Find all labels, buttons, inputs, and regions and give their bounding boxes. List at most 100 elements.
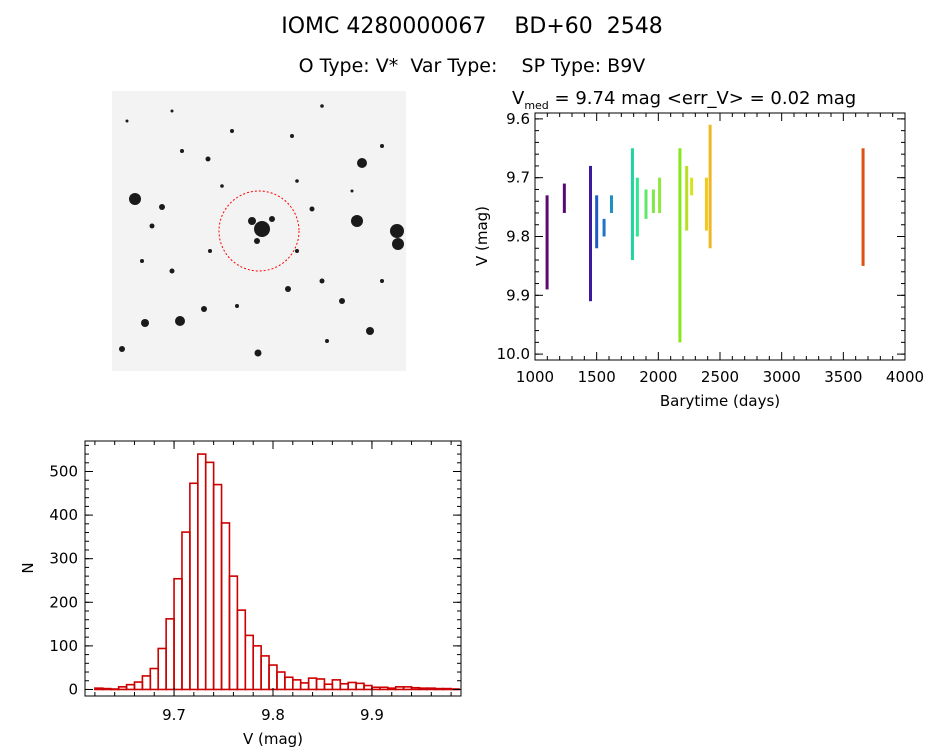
- star-type-subtitle: O Type: V* Var Type: SP Type: B9V: [298, 55, 646, 77]
- histogram-xtick-label-2: 9.9: [360, 706, 384, 724]
- histogram-bar-41: [418, 687, 429, 691]
- histogram-bar-0: [94, 687, 104, 691]
- histogram-bar-33: [355, 682, 365, 691]
- lightcurve-point-group-10: [658, 177, 662, 213]
- histogram-ytick-label-3: 300: [49, 550, 78, 568]
- lightcurve-point-group-4: [602, 218, 606, 237]
- histogram-bar-29: [323, 683, 334, 691]
- lightcurve-point-group-9: [651, 189, 655, 213]
- lightcurve-point-group-7: [635, 177, 639, 237]
- lightcurve-point-group-14: [704, 177, 708, 231]
- histogram-bar-16: [220, 522, 231, 691]
- histogram-bar-37: [386, 687, 397, 691]
- histogram-ytick-label-1: 100: [49, 637, 78, 655]
- histogram-bar-14: [204, 461, 215, 691]
- histogram-ytick-label-2: 200: [49, 593, 78, 611]
- histogram-bar-28: [315, 678, 326, 691]
- histogram-bar-11: [181, 531, 191, 691]
- histogram-bar-10: [173, 577, 183, 691]
- histogram-xtick-label-0: 9.7: [162, 706, 186, 724]
- lightcurve-xtick-label-0: 1000: [516, 368, 554, 386]
- histogram-bar-39: [402, 686, 413, 691]
- histogram-bar-1: [102, 687, 112, 691]
- lightcurve-point-group-3: [595, 195, 599, 249]
- histogram-bar-44: [442, 687, 452, 691]
- histogram-bar-43: [434, 687, 444, 691]
- histogram-bar-34: [363, 684, 373, 691]
- histogram-bar-13: [197, 453, 207, 691]
- histogram-bar-40: [410, 686, 421, 691]
- histogram-bar-19: [244, 634, 255, 691]
- histogram-bar-2: [109, 688, 120, 691]
- histogram-ytick-label-5: 500: [49, 463, 78, 481]
- histogram-plot-frame: [84, 440, 462, 697]
- histogram-bar-32: [347, 681, 357, 691]
- histogram-bar-12: [189, 482, 199, 691]
- star-identifier-title: IOMC 4280000067 BD+60 2548: [281, 14, 663, 39]
- histogram-bar-31: [339, 682, 349, 691]
- lightcurve-point-group-11: [678, 148, 682, 343]
- histogram-bar-9: [165, 618, 175, 691]
- histogram-ylabel: N: [19, 562, 37, 573]
- histogram-bar-17: [228, 575, 239, 691]
- light-curve-chart: Vmed = 9.74 mag <err_V> = 0.02 mag 1000 1…: [473, 88, 925, 410]
- lightcurve-title: Vmed = 9.74 mag <err_V> = 0.02 mag: [512, 88, 856, 112]
- histogram-xtick-label-1: 9.8: [261, 706, 285, 724]
- lightcurve-ytick-label-4: 10.0: [497, 345, 530, 363]
- histogram-bar-20: [252, 645, 262, 691]
- lightcurve-xtick-label-4: 3000: [763, 368, 801, 386]
- lightcurve-point-group-12: [685, 165, 689, 231]
- lightcurve-xtick-label-2: 2000: [639, 368, 677, 386]
- histogram-bar-36: [379, 686, 389, 691]
- histogram-bar-4: [125, 683, 136, 691]
- histogram-bar-15: [212, 483, 223, 691]
- lightcurve-point-group-8: [644, 189, 648, 219]
- lightcurve-xtick-label-1: 1500: [578, 368, 616, 386]
- lightcurve-ytick-label-3: 9.9: [506, 286, 530, 304]
- histogram-bar-35: [371, 686, 381, 691]
- histogram-bar-6: [141, 675, 152, 691]
- histogram-bar-8: [157, 647, 167, 691]
- histogram-bar-38: [394, 686, 405, 691]
- histogram-bar-21: [260, 655, 270, 691]
- finder-chart-image: [112, 91, 406, 371]
- histogram-bar-3: [117, 686, 128, 691]
- histogram-bar-22: [268, 664, 278, 691]
- histogram-ytick-label-4: 400: [49, 506, 78, 524]
- histogram-axes: 9.7 9.8 9.9 0 100 200 300 400 500: [49, 441, 461, 724]
- histogram-xlabel: V (mag): [243, 730, 303, 747]
- lightcurve-point-group-15: [708, 124, 712, 249]
- lightcurve-point-group-16: [861, 148, 865, 266]
- lightcurve-xtick-label-3: 2500: [701, 368, 739, 386]
- histogram-ytick-label-0: 0: [68, 680, 78, 698]
- histogram-bar-25: [291, 679, 302, 691]
- lightcurve-point-group-0: [545, 195, 549, 290]
- lightcurve-points: [545, 124, 865, 343]
- histogram-bar-7: [149, 667, 160, 691]
- finder-stars: [119, 104, 404, 357]
- histogram-bar-42: [426, 687, 437, 691]
- lightcurve-axes: 1000 1500 2000 2500 3000 3500 4000 9.6 9.7 9.8 9.9…: [497, 110, 925, 386]
- lightcurve-point-group-6: [630, 148, 634, 261]
- histogram-bar-24: [284, 676, 294, 691]
- histogram-bar-27: [307, 677, 318, 691]
- histogram-bar-18: [236, 609, 247, 691]
- histogram-bar-26: [299, 682, 310, 691]
- lightcurve-point-group-1: [562, 183, 566, 213]
- histogram-bar-23: [276, 671, 286, 691]
- lightcurve-ylabel: V (mag): [473, 206, 491, 266]
- lightcurve-point-group-2: [589, 165, 592, 302]
- target-circle-marker: [218, 190, 300, 272]
- histogram-bars: [94, 453, 460, 691]
- lightcurve-ytick-label-1: 9.7: [506, 169, 530, 187]
- lightcurve-xtick-label-6: 4000: [886, 368, 924, 386]
- lightcurve-xlabel: Barytime (days): [660, 392, 780, 410]
- histogram-bar-5: [133, 681, 144, 691]
- histogram-bar-30: [331, 679, 342, 691]
- lightcurve-point-group-13: [690, 177, 694, 196]
- lightcurve-ytick-label-0: 9.6: [506, 110, 530, 128]
- lightcurve-xtick-label-5: 3500: [824, 368, 862, 386]
- lightcurve-ytick-label-2: 9.8: [506, 228, 530, 246]
- lightcurve-point-group-5: [609, 195, 613, 213]
